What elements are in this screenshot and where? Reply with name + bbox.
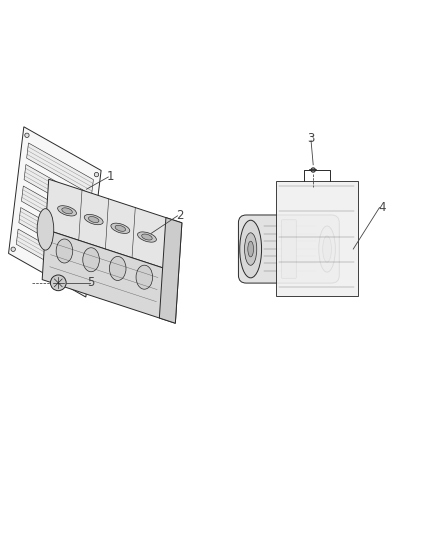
Ellipse shape [88,216,99,223]
Ellipse shape [111,223,130,233]
Ellipse shape [136,265,152,289]
Ellipse shape [37,208,54,250]
FancyBboxPatch shape [282,220,296,278]
Polygon shape [276,181,357,296]
Text: 4: 4 [378,201,385,214]
Polygon shape [46,179,182,273]
Text: 3: 3 [307,132,315,145]
FancyBboxPatch shape [238,215,339,283]
Ellipse shape [115,225,126,231]
Ellipse shape [50,275,66,290]
Ellipse shape [110,256,126,280]
Ellipse shape [56,239,73,263]
Ellipse shape [83,248,99,272]
Ellipse shape [58,206,77,216]
Ellipse shape [319,226,336,272]
Ellipse shape [11,247,15,252]
Polygon shape [24,165,91,216]
Text: 1: 1 [107,171,114,183]
Polygon shape [159,217,182,323]
Ellipse shape [138,232,156,242]
Ellipse shape [240,220,261,278]
Polygon shape [42,229,179,323]
Polygon shape [27,143,93,195]
Ellipse shape [142,234,152,240]
Text: 5: 5 [87,276,95,289]
Ellipse shape [25,133,29,138]
Polygon shape [21,186,88,238]
Polygon shape [16,229,83,281]
Ellipse shape [84,214,103,225]
Ellipse shape [323,236,332,262]
Ellipse shape [62,208,72,214]
Text: 2: 2 [176,209,184,222]
Polygon shape [19,207,85,260]
Ellipse shape [311,168,315,172]
Ellipse shape [244,233,257,265]
Polygon shape [9,127,101,297]
Ellipse shape [81,286,85,290]
Ellipse shape [248,241,254,257]
Ellipse shape [94,172,99,177]
